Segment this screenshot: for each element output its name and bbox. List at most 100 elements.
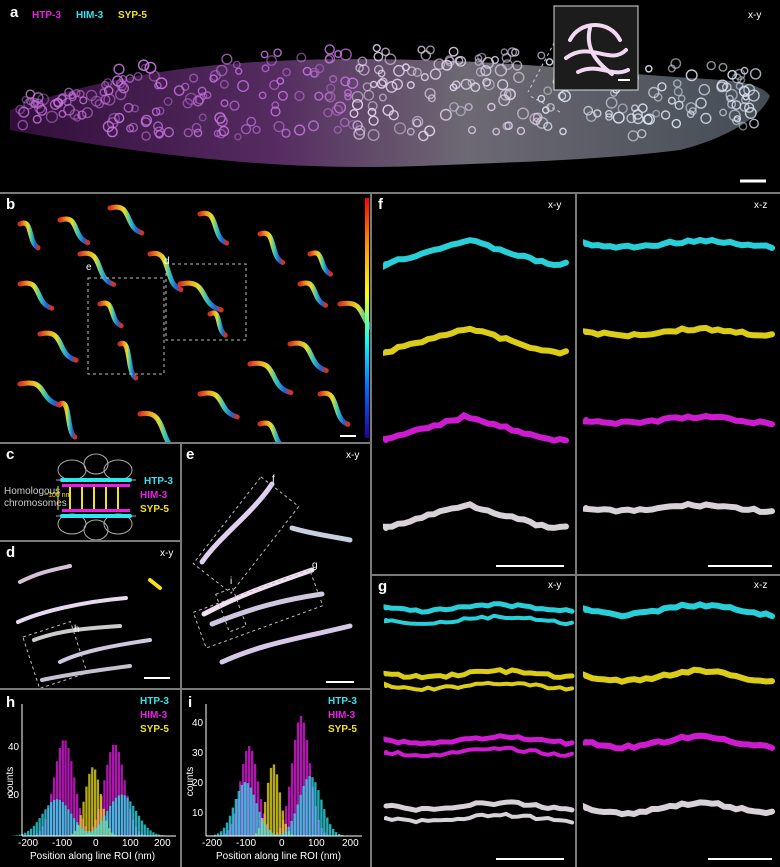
nucleus xyxy=(344,92,352,101)
nucleus xyxy=(192,95,204,107)
panel-label-h: h xyxy=(6,694,16,711)
histogram-bar xyxy=(76,822,79,836)
box-label-d: d xyxy=(164,256,170,267)
histogram-bar xyxy=(240,784,243,836)
view-label-e: x-y xyxy=(346,450,360,461)
histogram-bar xyxy=(41,813,44,836)
nucleus xyxy=(351,90,364,103)
nucleus xyxy=(433,58,446,70)
legend-him3-a: HIM-3 xyxy=(76,10,104,21)
nucleus xyxy=(334,50,343,59)
panel-d-image xyxy=(16,564,170,688)
histogram-bar xyxy=(285,806,288,836)
nucleus xyxy=(733,115,742,123)
histogram-bar xyxy=(239,781,242,836)
nucleus xyxy=(637,103,648,114)
histogram-bar xyxy=(296,722,300,836)
nucleus xyxy=(118,82,130,94)
nucleus xyxy=(516,126,526,136)
histogram-bar xyxy=(278,834,282,836)
nucleus xyxy=(324,54,334,64)
view-label-f-xy: x-y xyxy=(548,200,562,211)
nucleus xyxy=(17,119,29,131)
histogram-bar xyxy=(332,828,335,836)
histogram-bar xyxy=(94,769,97,836)
panel-b: b e d xyxy=(0,194,370,442)
histogram-bar xyxy=(78,825,82,836)
signal-strand xyxy=(383,733,575,747)
nucleus xyxy=(716,81,728,93)
nucleus xyxy=(37,93,50,106)
legend-htp3-a: HTP-3 xyxy=(32,10,61,21)
histogram-bar xyxy=(259,799,263,836)
nucleus xyxy=(85,89,98,102)
nucleus xyxy=(482,77,491,87)
histogram-bar xyxy=(120,794,123,836)
nucleus xyxy=(612,111,625,124)
nucleus xyxy=(81,107,94,119)
xtick-i-2: 0 xyxy=(279,838,285,849)
chromosome-strand xyxy=(117,340,139,381)
box-label-e: e xyxy=(86,262,92,273)
nucleus xyxy=(660,110,671,120)
nucleus xyxy=(113,63,125,75)
nucleus xyxy=(512,60,523,71)
histogram-bar xyxy=(109,805,112,836)
nucleus xyxy=(21,96,30,104)
chromosome-strand xyxy=(147,250,184,293)
chromosome-strand xyxy=(257,230,286,265)
histogram-bar xyxy=(252,794,255,836)
nucleus xyxy=(605,113,613,121)
histogram-bar xyxy=(329,824,332,836)
inset-image xyxy=(553,5,639,91)
nucleus xyxy=(324,44,335,55)
nucleus xyxy=(632,113,644,125)
nucleus xyxy=(363,89,375,101)
signal-strand xyxy=(383,799,575,813)
histogram-bar xyxy=(253,763,257,836)
histogram-bar xyxy=(256,781,260,836)
histogram-bar xyxy=(55,761,59,836)
histogram-bar xyxy=(137,815,141,836)
histogram-bar xyxy=(87,832,90,836)
histogram-bar xyxy=(228,815,232,836)
nucleus xyxy=(113,112,125,124)
nucleus xyxy=(507,47,518,57)
nucleus xyxy=(558,89,572,103)
nucleus xyxy=(323,107,333,118)
nucleus xyxy=(326,83,336,93)
histogram-bar xyxy=(70,813,73,836)
panel-f: f x-y x-z xyxy=(372,194,780,574)
histogram-bar xyxy=(302,722,306,836)
nucleus xyxy=(738,121,748,131)
nucleus xyxy=(273,48,282,58)
nucleus xyxy=(542,106,550,114)
histogram-bar xyxy=(79,815,82,836)
nucleus xyxy=(209,74,218,83)
histogram-bar xyxy=(109,752,112,836)
chromosome-strand xyxy=(307,250,333,277)
histogram-bar xyxy=(64,805,67,836)
histogram-bar xyxy=(278,792,282,836)
nucleus xyxy=(106,126,118,138)
separator xyxy=(0,442,370,444)
histogram-bar xyxy=(269,767,273,836)
nucleus xyxy=(532,112,543,123)
colorbar xyxy=(365,198,369,438)
panel-a: a HTP-3 HIM-3 SYP-5 x-y xyxy=(0,0,780,192)
nucleus xyxy=(58,93,67,102)
nucleus xyxy=(216,128,226,139)
nucleus xyxy=(346,77,359,89)
nucleus xyxy=(112,75,124,87)
nucleus xyxy=(474,58,483,66)
separator xyxy=(180,690,182,867)
nucleus xyxy=(688,107,697,116)
nucleus xyxy=(354,125,366,136)
nucleus xyxy=(314,91,324,101)
ytick-i-10: 10 xyxy=(192,808,204,819)
nucleus xyxy=(324,92,333,101)
nucleus xyxy=(412,118,422,128)
nucleus xyxy=(344,89,352,97)
nucleus xyxy=(219,79,229,89)
nucleus xyxy=(557,91,567,101)
